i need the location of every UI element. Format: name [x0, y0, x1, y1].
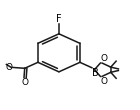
Text: F: F	[56, 14, 62, 24]
Text: B: B	[92, 68, 99, 78]
Text: O: O	[101, 77, 108, 86]
Text: O: O	[22, 78, 29, 87]
Text: O: O	[101, 54, 108, 63]
Text: O: O	[5, 63, 12, 72]
